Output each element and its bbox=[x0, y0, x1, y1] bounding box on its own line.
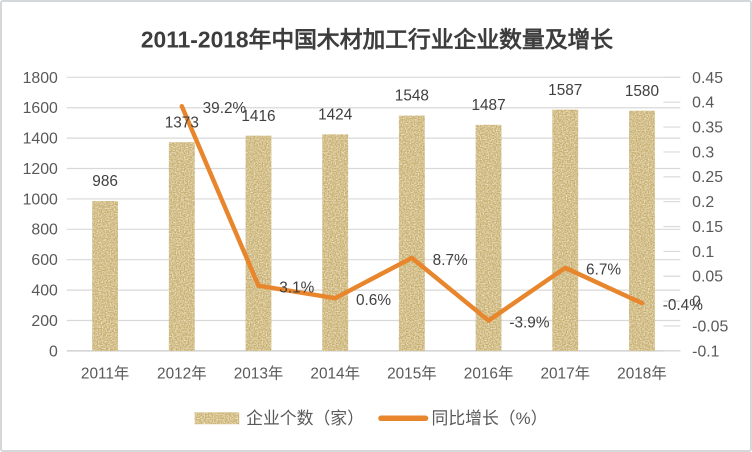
line-value-label: 39.2% bbox=[203, 100, 247, 117]
right-axis-tick-label: 0.35 bbox=[692, 120, 723, 137]
line-value-label: -3.9% bbox=[509, 314, 549, 331]
bar-value-label: 1373 bbox=[165, 114, 199, 131]
gridlines bbox=[66, 76, 681, 352]
x-axis-label: 2011年 bbox=[81, 365, 129, 383]
left-axis-tick-label: 0 bbox=[49, 343, 58, 360]
bar-2011年 bbox=[92, 201, 118, 351]
left-axis-tick-label: 1400 bbox=[23, 131, 58, 148]
data-labels: 986 1373 1416 1424 1548 1487 1587 1580 39.2% 3.1%… bbox=[92, 82, 703, 332]
right-axis-tick-label: 0.15 bbox=[692, 219, 723, 236]
x-axis-label: 2012年 bbox=[157, 365, 207, 383]
line-value-label: 8.7% bbox=[433, 252, 468, 269]
bar-value-label: 986 bbox=[92, 173, 118, 190]
bar-texture-dark bbox=[629, 110, 655, 351]
legend-item-line: 同比增长（%） bbox=[378, 409, 548, 428]
right-axis-tick-label: 0.1 bbox=[692, 244, 714, 261]
left-axis-tick-label: 400 bbox=[31, 283, 58, 300]
legend-item-bar: 企业个数（家） bbox=[194, 409, 364, 428]
left-axis-tick-label: 1000 bbox=[23, 191, 58, 208]
left-axis-tick-label: 1200 bbox=[23, 161, 58, 178]
bar-texture-dark bbox=[168, 142, 195, 351]
right-axis-tick-label: 0.3 bbox=[692, 144, 714, 161]
bar-2014年 bbox=[322, 134, 349, 351]
right-axis-tick-label: -0.1 bbox=[692, 343, 719, 360]
x-axis-label: 2014年 bbox=[310, 365, 360, 383]
bar-value-label: 1548 bbox=[395, 88, 429, 105]
right-axis-tick-label: 0.05 bbox=[692, 269, 723, 286]
bar-2015年 bbox=[398, 115, 425, 351]
x-axis-label: 2013年 bbox=[234, 365, 284, 383]
bar-2018年 bbox=[629, 110, 655, 351]
legend-label-bar: 企业个数（家） bbox=[246, 409, 364, 428]
left-axis-tick-label: 1600 bbox=[23, 100, 58, 117]
bar-value-label: 1580 bbox=[625, 83, 659, 100]
right-axis-tick-label: 0.4 bbox=[692, 95, 714, 112]
bar-2013年 bbox=[245, 135, 272, 351]
legend: 企业个数（家） 同比增长（%） bbox=[194, 409, 548, 428]
chart-title: 2011-2018年中国木材加工行业企业数量及增长 bbox=[141, 27, 613, 53]
bar-texture-dark bbox=[552, 109, 579, 351]
bar-2017年 bbox=[552, 109, 579, 351]
left-axis-tick-label: 600 bbox=[31, 252, 58, 269]
x-axis-label: 2015年 bbox=[387, 365, 437, 383]
bar-texture-dark bbox=[322, 134, 349, 351]
growth-line bbox=[179, 103, 645, 323]
right-axis-tick-label: 0.25 bbox=[692, 169, 723, 186]
left-axis-tick-label: 800 bbox=[31, 222, 58, 239]
line-value-label: 0.6% bbox=[356, 292, 391, 309]
bar-value-label: 1587 bbox=[548, 82, 582, 99]
bar-value-label: 1424 bbox=[318, 107, 353, 124]
bar-texture-dark bbox=[92, 201, 118, 351]
bar-value-label: 1487 bbox=[471, 97, 505, 114]
left-axis-tick-label: 1800 bbox=[23, 70, 58, 87]
right-axis-tick-label: 0.2 bbox=[692, 194, 714, 211]
left-axis-tick-label: 200 bbox=[31, 313, 58, 330]
bar-texture-dark bbox=[398, 115, 425, 351]
x-axis-label: 2018年 bbox=[617, 365, 667, 383]
axis-tick-labels: 0 200 400 600 800 1000 1200 1400 1600 1800 -0.1 -0.… bbox=[23, 70, 729, 383]
bar-2012年 bbox=[168, 142, 195, 351]
right-axis-tick-label: 0 bbox=[692, 294, 701, 311]
bar-value-label: 1416 bbox=[241, 108, 275, 125]
bar-series bbox=[92, 109, 655, 351]
bar-swatch-texture bbox=[194, 412, 240, 425]
right-axis-tick-label: 0.45 bbox=[692, 70, 723, 87]
line-value-label: 6.7% bbox=[586, 262, 621, 279]
line-series bbox=[179, 103, 645, 323]
bar-texture-dark bbox=[245, 135, 272, 351]
line-value-label: -0.4% bbox=[663, 297, 703, 314]
right-axis-tick-label: -0.05 bbox=[692, 318, 728, 335]
legend-label-line: 同比增长（%） bbox=[432, 409, 548, 428]
line-value-label: 3.1% bbox=[279, 280, 314, 297]
x-axis-label: 2016年 bbox=[464, 365, 514, 383]
x-axis-label: 2017年 bbox=[540, 365, 590, 383]
